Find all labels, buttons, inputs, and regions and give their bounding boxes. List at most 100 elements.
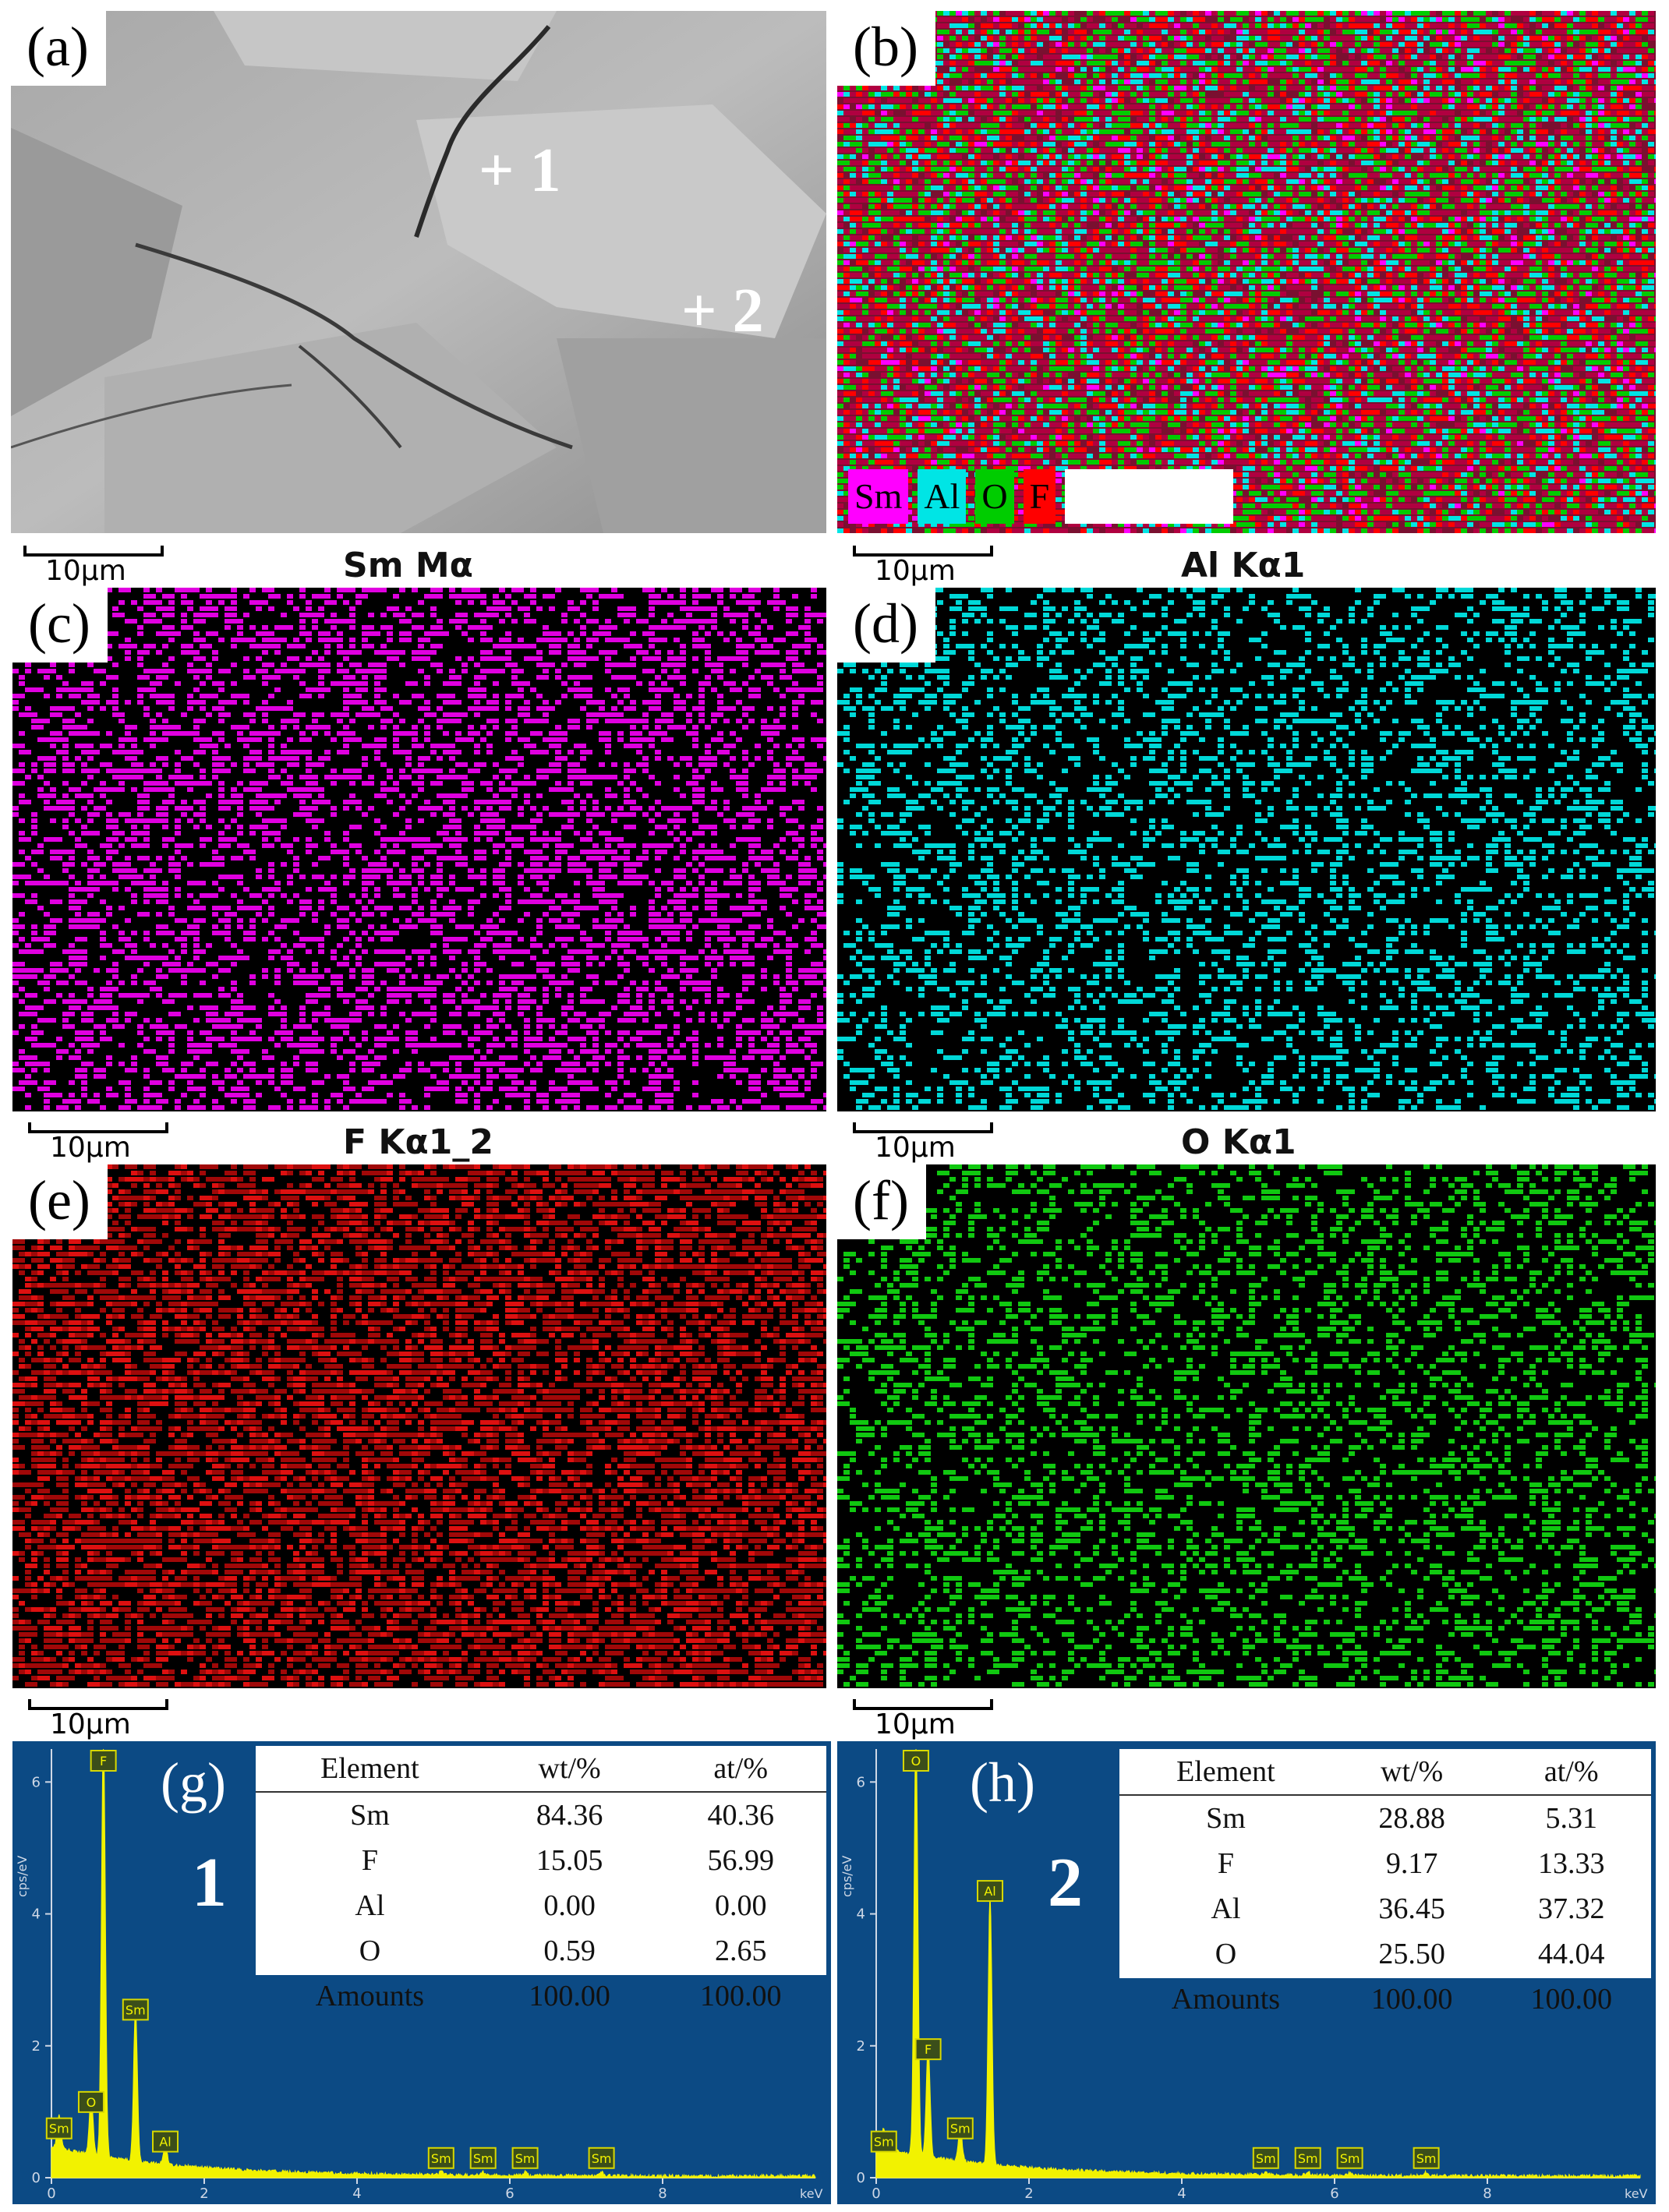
eds-map-f-e: (e) bbox=[12, 1164, 826, 1688]
map-title-f: O Kα1 bbox=[1181, 1122, 1296, 1162]
table-row: O 25.50 44.04 bbox=[1119, 1931, 1651, 1977]
table-cell: Sm bbox=[256, 1792, 484, 1838]
table-cell: 0.59 bbox=[484, 1928, 656, 1973]
panel-label-e: (e) bbox=[12, 1164, 108, 1239]
scale-bar-label: 10μm bbox=[50, 1132, 131, 1164]
table-cell: O bbox=[256, 1928, 484, 1973]
scale-bar-label: 10μm bbox=[50, 1708, 131, 1740]
panel-label-d: (d) bbox=[837, 588, 935, 663]
col-header-element: Element bbox=[256, 1746, 484, 1792]
peak-label: Sm bbox=[1340, 2151, 1360, 2166]
element-signal-dots bbox=[837, 1164, 1656, 1687]
y-tick-label: 4 bbox=[857, 1906, 865, 1923]
x-tick-label: 8 bbox=[658, 2185, 667, 2202]
table-cell: 15.05 bbox=[484, 1838, 656, 1883]
peak-label: F bbox=[925, 2042, 932, 2057]
scale-bar-label: 10μm bbox=[45, 555, 126, 587]
y-tick-label: 2 bbox=[32, 2038, 41, 2055]
table-cell: 5.31 bbox=[1491, 1795, 1651, 1841]
legend-al: Al bbox=[918, 469, 966, 524]
panel-label-h: (h) bbox=[970, 1751, 1035, 1815]
y-tick-label: 6 bbox=[857, 1774, 865, 1790]
table-cell: O bbox=[1119, 1931, 1332, 1977]
table-row: Sm 84.36 40.36 bbox=[256, 1792, 826, 1838]
eds-overlay-map-b: (b) Sm Al O F bbox=[837, 11, 1656, 533]
peak-label: Sm bbox=[473, 2151, 493, 2166]
table-cell: 0.00 bbox=[655, 1883, 826, 1928]
table-cell: 84.36 bbox=[484, 1792, 656, 1838]
eds-spectrum-g: 0 2 4 6 8 0 2 4 6 cps/eV keV Sm O F Sm Al Sm Sm Sm Sm (g) 1… bbox=[12, 1741, 831, 2204]
table-row: F 15.05 56.99 bbox=[256, 1838, 826, 1883]
legend-blank bbox=[1065, 469, 1233, 524]
sem-fracture-surface bbox=[11, 11, 826, 533]
x-axis-label: keV bbox=[1625, 2186, 1648, 2201]
table-cell: 28.88 bbox=[1332, 1795, 1492, 1841]
peak-label: Sm bbox=[1416, 2151, 1437, 2166]
eds-spectrum-h: 0 2 4 6 8 0 2 4 6 cps/eV keV Sm O F Sm Al Sm Sm Sm Sm (h) 2… bbox=[837, 1741, 1656, 2204]
map-title-c: Sm Mα bbox=[343, 546, 473, 585]
y-tick-label: 6 bbox=[32, 1774, 41, 1790]
x-tick-label: 6 bbox=[505, 2185, 514, 2202]
peak-label: O bbox=[87, 2095, 97, 2110]
table-row: Sm 28.88 5.31 bbox=[1119, 1795, 1651, 1841]
al-map-pixels bbox=[837, 588, 1656, 1111]
panel-label-b: (b) bbox=[837, 11, 935, 86]
table-cell: 56.99 bbox=[655, 1838, 826, 1883]
table-cell: 25.50 bbox=[1332, 1931, 1492, 1977]
element-signal-dots bbox=[12, 588, 826, 1110]
table-cell: 100.00 bbox=[1332, 1977, 1492, 2022]
col-header-wt: wt/% bbox=[1332, 1749, 1492, 1795]
panel-label-c: (c) bbox=[12, 588, 108, 663]
element-signal-dots bbox=[12, 1164, 826, 1687]
x-tick-label: 6 bbox=[1330, 2185, 1338, 2202]
peak-label: Al bbox=[159, 2135, 171, 2150]
table-cell: Al bbox=[1119, 1886, 1332, 1931]
table-cell: 0.00 bbox=[484, 1883, 656, 1928]
table-cell: 9.17 bbox=[1332, 1841, 1492, 1886]
table-row: Amounts 100.00 100.00 bbox=[256, 1973, 826, 2019]
x-tick-label: 2 bbox=[200, 2185, 208, 2202]
overlay-map-pixels bbox=[837, 11, 1656, 533]
peak-label: Sm bbox=[515, 2151, 536, 2166]
table-cell: F bbox=[256, 1838, 484, 1883]
peak-label: Sm bbox=[431, 2151, 451, 2166]
y-tick-label: 0 bbox=[32, 2170, 41, 2186]
legend-f: F bbox=[1024, 469, 1056, 524]
panel-label-f: (f) bbox=[837, 1164, 926, 1239]
peak-label: F bbox=[100, 1754, 107, 1769]
table-cell: 44.04 bbox=[1491, 1931, 1651, 1977]
table-cell: 100.00 bbox=[1491, 1977, 1651, 2022]
o-map-pixels bbox=[837, 1164, 1656, 1688]
peak-label: Sm bbox=[592, 2151, 612, 2166]
map-title-d: Al Kα1 bbox=[1181, 546, 1305, 585]
eds-map-al-d: (d) bbox=[837, 588, 1656, 1111]
y-axis-label: cps/eV bbox=[840, 1855, 854, 1897]
y-tick-label: 2 bbox=[857, 2038, 865, 2055]
table-cell: Amounts bbox=[1119, 1977, 1332, 2022]
table-cell: Amounts bbox=[256, 1973, 484, 2019]
sm-map-pixels bbox=[12, 588, 826, 1111]
peak-label: Sm bbox=[950, 2122, 971, 2136]
x-tick-label: 0 bbox=[47, 2185, 55, 2202]
element-signal-dots bbox=[837, 588, 1656, 1110]
peak-label: Sm bbox=[1298, 2151, 1318, 2166]
peak-label: Sm bbox=[126, 2002, 146, 2017]
peak-label: Sm bbox=[1256, 2151, 1276, 2166]
table-row: F 9.17 13.33 bbox=[1119, 1841, 1651, 1886]
y-tick-label: 4 bbox=[32, 1906, 41, 1923]
y-axis-label: cps/eV bbox=[15, 1855, 30, 1897]
table-row: Al 0.00 0.00 bbox=[256, 1883, 826, 1928]
eds-map-o-f: (f) bbox=[837, 1164, 1656, 1688]
table-cell: 100.00 bbox=[484, 1973, 656, 2019]
composition-table-h: Element wt/% at/% Sm 28.88 5.31 F 9.17 13.33… bbox=[1119, 1749, 1651, 1978]
x-tick-label: 0 bbox=[872, 2185, 880, 2202]
col-header-at: at/% bbox=[1491, 1749, 1651, 1795]
table-row: Al 36.45 37.32 bbox=[1119, 1886, 1651, 1931]
table-cell: Al bbox=[256, 1883, 484, 1928]
table-cell: Sm bbox=[1119, 1795, 1332, 1841]
point-number-g: 1 bbox=[192, 1843, 227, 1923]
panel-label-g: (g) bbox=[161, 1751, 226, 1815]
peak-label: Al bbox=[984, 1884, 995, 1899]
table-row: O 0.59 2.65 bbox=[256, 1928, 826, 1973]
peak-label: O bbox=[911, 1754, 921, 1769]
